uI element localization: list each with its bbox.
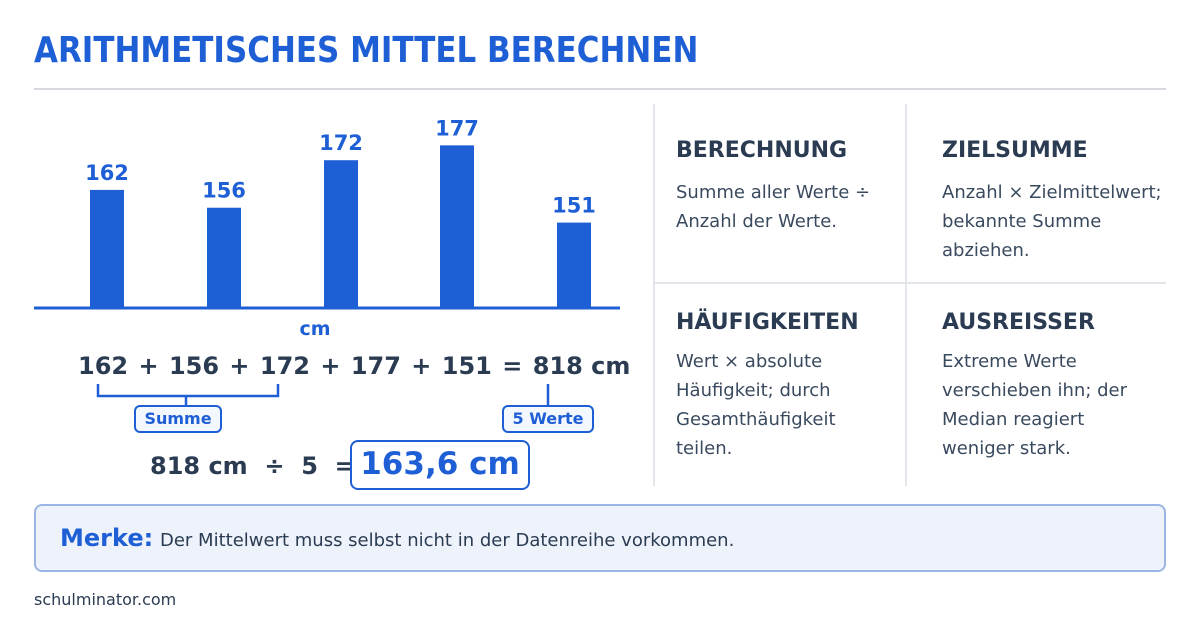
equation-term: 156 (168, 352, 220, 380)
equation-sum: 818 cm (532, 352, 631, 380)
bar-5 (557, 222, 591, 307)
division-equation: 818 cm ÷ 5 = (150, 452, 355, 480)
chart-bars: 162 156 172 177 151 (85, 116, 596, 307)
cards-middle-divider (905, 104, 907, 486)
card-title-zielsumme: ZIELSUMME (942, 138, 1088, 163)
count-tag: 5 Werte (502, 405, 594, 433)
footer-source: schulminator.com (34, 590, 177, 609)
cards-left-divider (653, 104, 655, 486)
equation-operator: = (502, 352, 523, 380)
equation-term: 177 (350, 352, 401, 380)
mean-result: 163,6 cm (350, 440, 530, 490)
equation-term: 172 (259, 352, 310, 380)
equation-operator: + (320, 352, 341, 380)
bar-3 (324, 160, 358, 307)
bar-4 (440, 145, 474, 307)
bar-data-label-4: 177 (435, 116, 479, 140)
page-title: ARITHMETISCHES MITTEL BERECHNEN (34, 30, 699, 71)
merke-note: Merke: Der Mittelwert muss selbst nicht … (34, 504, 1166, 572)
equation-operator: + (229, 352, 250, 380)
card-title-haeufigkeiten: HÄUFIGKEITEN (676, 310, 859, 335)
bar-data-label-1: 162 (85, 161, 129, 185)
card-text-zielsumme: Anzahl × Zielmittelwert; bekannte Summe … (942, 182, 1162, 261)
bar-data-label-2: 156 (202, 179, 246, 203)
card-title-berechnung: BERECHNUNG (676, 138, 848, 163)
bar-2 (207, 207, 241, 307)
merke-text: Der Mittelwert muss selbst nicht in der … (160, 530, 735, 551)
card-text-ausreisser: Extreme Werte verschieben ihn; der Media… (942, 351, 1128, 459)
bar-data-label-5: 151 (552, 194, 596, 218)
card-text-berechnung: Summe aller Werte ÷ Anzahl der Werte. (676, 182, 871, 232)
title-divider (34, 88, 1166, 90)
x-axis-title: cm (299, 318, 330, 340)
equation-term: 151 (441, 352, 492, 380)
sum-bracket (96, 384, 550, 406)
equation-operator: + (411, 352, 432, 380)
cards-horizontal-divider (655, 282, 1166, 284)
sum-equation: 162 + 156 + 172 + 177 + 151 = 818 cm (78, 352, 630, 388)
bar-data-label-3: 172 (319, 131, 363, 155)
equation-operator: + (138, 352, 159, 380)
merke-label: Merke: (60, 524, 154, 552)
equation-term: 162 (78, 352, 129, 380)
card-title-ausreisser: AUSREISSER (942, 310, 1095, 335)
sum-bracket-line (96, 384, 280, 406)
bar-1 (90, 189, 124, 307)
sum-tag: Summe (134, 405, 222, 433)
bar-chart: 162 156 172 177 151 cm (34, 116, 620, 340)
card-text-haeufigkeiten: Wert × absolute Häufigkeit; durch Gesamt… (676, 351, 836, 459)
